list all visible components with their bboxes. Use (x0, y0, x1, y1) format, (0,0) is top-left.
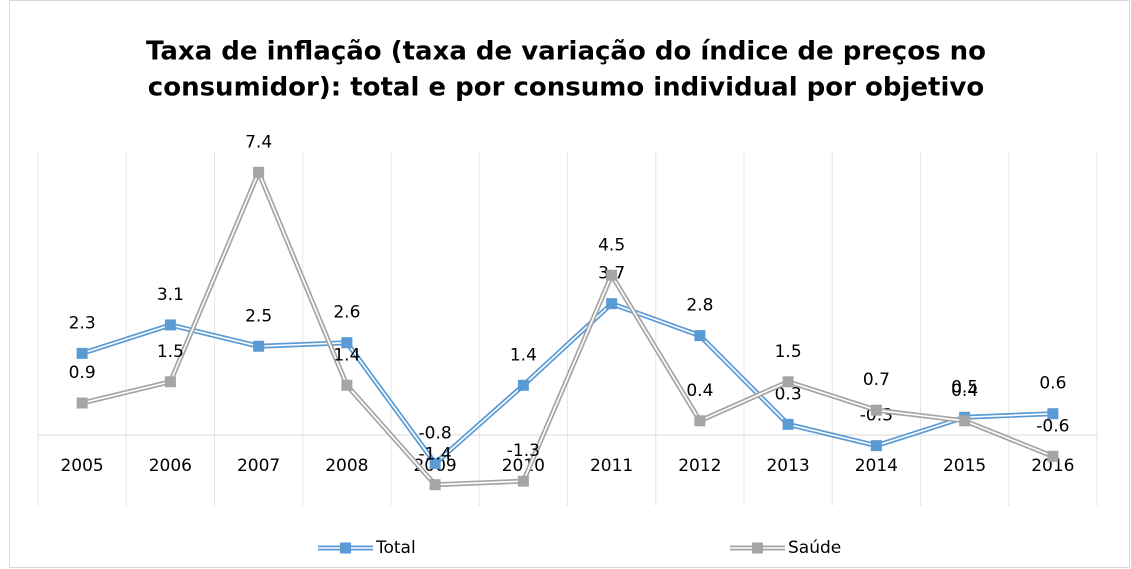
data-label: 0.7 (863, 370, 890, 390)
data-label: 0.5 (951, 377, 978, 397)
chart-title: Taxa de inflação (taxa de variação do ín… (146, 37, 986, 67)
chart-title: consumidor): total e por consumo individ… (148, 73, 984, 103)
data-label: 2.8 (686, 296, 713, 316)
marker (253, 166, 265, 178)
x-tick-label: 2005 (60, 456, 103, 476)
marker (164, 376, 176, 388)
x-tick-label: 2014 (855, 456, 898, 476)
marker (782, 418, 794, 430)
x-tick-label: 2006 (149, 456, 192, 476)
x-tick-label: 2011 (590, 456, 633, 476)
marker (429, 479, 441, 491)
data-label: 1.4 (510, 345, 537, 365)
data-label: -1.3 (507, 441, 540, 461)
data-label: 4.5 (598, 235, 625, 255)
data-label: 0.3 (775, 384, 802, 404)
x-tick-label: 2013 (766, 456, 809, 476)
marker (959, 415, 971, 427)
marker (870, 404, 882, 416)
data-label: 0.9 (69, 363, 96, 383)
data-label: 7.4 (245, 132, 272, 152)
marker (341, 337, 353, 349)
data-label: 2.3 (69, 313, 96, 333)
marker (1047, 450, 1059, 462)
marker (517, 379, 529, 391)
data-label: -0.6 (1036, 416, 1069, 436)
marker (782, 376, 794, 388)
data-label: 2.5 (245, 306, 272, 326)
x-tick-label: 2007 (237, 456, 280, 476)
marker (164, 319, 176, 331)
series-line-inner (81, 171, 1054, 486)
series-line-inner (81, 302, 1053, 465)
data-label: 0.4 (686, 381, 713, 401)
legend-marker (752, 542, 763, 554)
marker (253, 340, 265, 352)
x-tick-label: 2015 (943, 456, 986, 476)
marker (517, 475, 529, 487)
legend-label: Saúde (788, 538, 841, 558)
data-label: 0.4 (951, 381, 978, 401)
marker (870, 440, 882, 452)
data-label: -1.4 (419, 445, 452, 465)
marker (1047, 408, 1059, 420)
marker (694, 415, 706, 427)
marker (694, 330, 706, 342)
x-tick-label: 2012 (678, 456, 721, 476)
data-label: 3.1 (157, 285, 184, 305)
marker (341, 379, 353, 391)
marker (76, 397, 88, 409)
data-label: 1.5 (157, 342, 184, 362)
legend-marker (340, 542, 351, 554)
data-label: 2.6 (333, 303, 360, 323)
x-tick-label: 2016 (1031, 456, 1074, 476)
legend-label: Total (375, 538, 416, 558)
x-tick-label: 2008 (325, 456, 368, 476)
chart-border (9, 0, 1130, 568)
data-label: 0.6 (1039, 374, 1066, 394)
marker (429, 457, 441, 469)
data-label: 1.4 (333, 345, 360, 365)
data-label: 1.5 (775, 342, 802, 362)
marker (606, 298, 618, 310)
marker (606, 269, 618, 281)
marker (76, 347, 88, 359)
data-label: -0.8 (419, 423, 452, 443)
